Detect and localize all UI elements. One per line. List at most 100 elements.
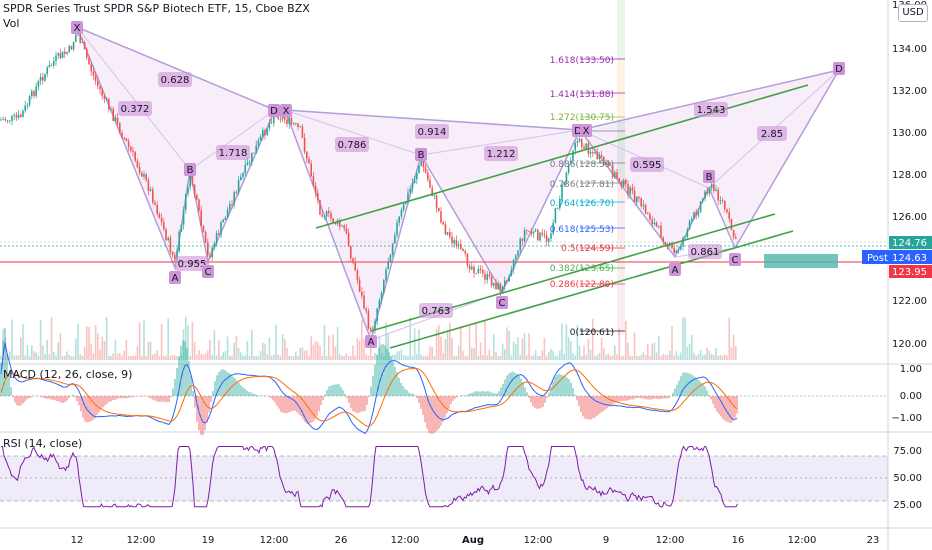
candle-body [411,182,414,189]
macd-histogram-bar [18,396,20,406]
candle-body [240,176,242,181]
macd-histogram-bar [534,396,536,409]
time-axis[interactable]: 12 12:00 19 12:00 26 12:00 Aug 12:00 9 1… [71,535,880,546]
candle-body [235,192,238,193]
fib-label: 0.786(127.81) [550,180,614,190]
volume-bar [666,354,669,360]
volume-bar [92,353,95,360]
volume-bar [343,356,345,360]
volume-bar [400,349,403,360]
candle-body [413,179,416,183]
volume-bar [332,334,334,360]
candle-body [479,269,482,270]
candle-body [136,160,139,168]
volume-bar [385,322,387,360]
candle-body [565,172,568,182]
candle-body [233,192,235,205]
candle-body [79,34,81,43]
candle-body [207,242,209,256]
macd-histogram-bar [54,396,56,401]
macd-histogram-bar [604,396,606,410]
candle-body [97,81,99,87]
candle-body [466,253,469,266]
macd-histogram-bar [46,396,48,399]
candle-body [629,187,631,195]
volume-bar [583,345,585,360]
volume-bar [453,355,455,360]
candle-body [345,228,348,233]
candle-body [576,141,579,144]
rsi-line [1,445,738,508]
volume-bar [603,348,605,360]
macd-histogram-bar [328,386,330,396]
volume-bar [405,355,407,360]
candle-body [163,222,165,230]
volume-bar [354,355,356,360]
volume-bar [152,354,154,360]
rsi-tick: 50.00 [893,473,922,484]
macd-histogram-bar [294,396,296,411]
candle-body [431,187,433,196]
macd-histogram-bar [48,396,50,399]
candle-body [534,229,537,232]
rsi-axis[interactable]: 75.00 50.00 25.00 [893,446,922,511]
macd-histogram-bar [270,396,272,399]
candle-body [561,184,563,199]
macd-histogram-bar [394,366,396,396]
volume-bar [202,354,205,360]
volume-bar [438,324,440,360]
macd-histogram-bar [250,392,252,396]
rsi-label[interactable]: RSI (14, close) [3,437,83,450]
macd-histogram-bar [196,396,198,422]
volume-bar [548,351,550,360]
volume-bar [651,343,653,360]
volume-bar [88,326,90,360]
point-label: X [74,23,81,34]
candle-body [402,204,405,211]
macd-histogram-bar [588,396,590,420]
macd-histogram-bar [130,396,132,398]
macd-label[interactable]: MACD (12, 26, close, 9) [3,368,133,381]
candle-body [125,138,128,142]
macd-histogram-bar [364,396,366,411]
candle-body [627,183,629,195]
candle-body [306,151,308,159]
candle-body [649,214,651,220]
candle-body [284,115,286,120]
volume-bar [281,334,284,360]
candle-body [378,300,381,309]
volume-bar [158,355,161,360]
candle-body [732,229,735,238]
candle-body [39,76,42,81]
volume-bar [20,337,22,360]
price-axis[interactable]: 136.00 134.00 132.00 130.00 128.00 126.0… [892,0,927,350]
volume-bar [490,355,493,360]
point-label: B [187,165,194,176]
macd-histogram-bar [316,396,318,417]
macd-axis[interactable]: 1.00 0.00 −1.00 [891,364,922,424]
macd-histogram-bar [590,396,592,420]
volume-bar [669,350,671,360]
candle-body [31,91,33,97]
candle-body [105,98,108,100]
volume-bar [68,354,70,360]
rsi-pane[interactable] [1,445,738,508]
macd-pane[interactable] [0,327,738,436]
volume-bar [97,333,99,360]
volume-bar [33,351,35,360]
candle-body [548,238,550,242]
candle-body [532,231,535,234]
candle-body [490,276,493,286]
fib-label: 1.414(131.88) [550,90,614,100]
currency-button[interactable]: USD [898,4,928,22]
volume-bar [365,354,367,360]
macd-histogram-bar [616,396,618,403]
macd-histogram-bar [218,372,220,396]
candle-body [416,173,418,180]
candle-body [356,270,359,281]
volume-bar [123,350,125,360]
candle-body [462,249,464,251]
candle-body [510,269,513,277]
macd-histogram-bar [694,377,696,396]
